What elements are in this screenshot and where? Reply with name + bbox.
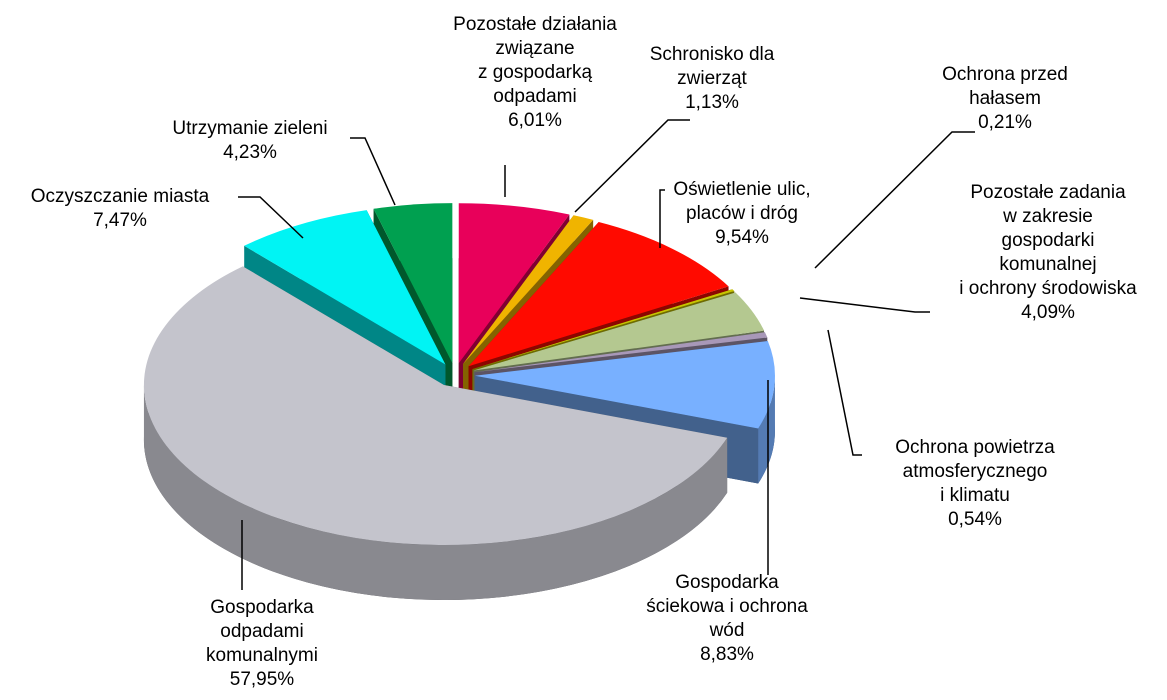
value-label: 6,01% [508,110,562,131]
leader-line [574,119,690,213]
slice-label: gospodarki [1002,230,1095,251]
slice-top [143,266,728,545]
slice-label: Pozostałe działania [453,14,617,35]
slice-label: ściekowa i ochrona [646,596,808,617]
value-label: 4,23% [223,142,277,163]
slice-label: komunalnej [999,254,1096,275]
slice-top [463,215,594,365]
slice-wall [758,375,775,484]
slice-top [458,203,570,364]
slice [143,266,728,600]
slice-label: hałasem [969,88,1041,109]
slice-wall [143,384,728,600]
slice-top [373,203,453,364]
leader-line [350,137,396,206]
leader-line [827,329,862,456]
slice-label: Ochrona przed [942,64,1068,85]
slice-label: Oczyszczanie miasta [31,186,210,207]
slice-label: atmosferycznego [903,461,1048,482]
slice-label: Ochrona powietrza [895,437,1055,458]
slice-label: Schronisko dla [650,44,775,65]
value-label: 9,54% [715,227,769,248]
slice-top [474,340,775,429]
value-label: 8,83% [700,644,754,665]
slice-top [473,292,765,371]
leader-line [814,131,975,269]
slice-top [472,289,735,370]
leader-line [659,189,665,248]
slice-label: w zakresie [1002,206,1093,227]
value-label: 0,54% [948,509,1002,530]
slice-top [474,332,768,373]
labels: Pozostałe działania związane z gospodarką o… [31,14,1137,690]
value-label: 4,09% [1021,302,1075,323]
pie [143,203,775,600]
slice-label: związane [495,38,574,59]
slice-top [468,222,729,367]
slice-label: komunalnymi [206,645,318,666]
value-label: 7,47% [93,210,147,231]
slice-label: Utrzymanie zieleni [172,118,327,139]
slice-label: i ochrony środowiska [959,278,1137,299]
value-label: 0,21% [978,112,1032,133]
slice-label: Gospodarka [210,597,314,618]
value-label: 1,13% [685,92,739,113]
leader-line [238,196,304,239]
value-label: 57,95% [230,669,295,690]
slice-label: Gospodarka [675,572,779,593]
leader-line [799,297,930,313]
slice-label: wód [709,620,745,641]
slice-label: Pozostałe zadania [970,182,1126,203]
slice-label: zwierząt [677,68,747,89]
slice-label: placów i dróg [686,203,798,224]
slice-label: Oświetlenie ulic, [673,179,810,200]
slice-label: z gospodarką [478,62,593,83]
slice-top [244,210,446,365]
slice-label: odpadami [220,621,303,642]
slice-label: i klimatu [940,485,1010,506]
slice-label: odpadami [493,86,576,107]
